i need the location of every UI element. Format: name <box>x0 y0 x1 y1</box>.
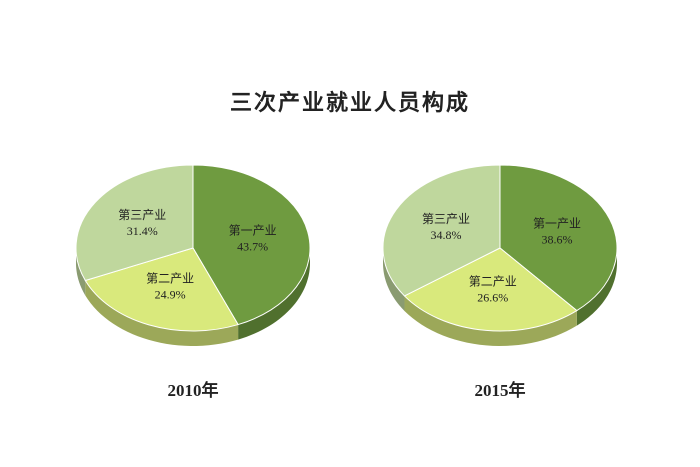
slice-category: 第一产业 <box>229 223 277 237</box>
slice <box>84 247 239 332</box>
slice-side <box>85 280 239 346</box>
slice-category: 第二产业 <box>146 272 194 286</box>
chart-title: 三次产业就业人员构成 <box>230 90 470 115</box>
slice-category: 第二产业 <box>469 275 517 289</box>
slice-value-label: 24.9% <box>155 288 186 302</box>
slice <box>75 164 194 282</box>
slice-side <box>576 248 617 326</box>
slice <box>403 247 578 332</box>
slice-side <box>404 295 577 346</box>
slice-value-label: 31.4% <box>127 224 158 238</box>
slice-value-label: 26.6% <box>477 291 508 305</box>
pie-title: 2015年 <box>475 380 526 400</box>
slice <box>499 164 618 312</box>
slice-value-label: 38.6% <box>541 233 572 247</box>
slice-side <box>383 248 405 311</box>
slice-category: 第三产业 <box>422 212 470 226</box>
slice-category: 第三产业 <box>118 208 166 222</box>
slice <box>382 164 501 297</box>
pie-title: 2010年 <box>168 380 219 400</box>
slice-value-label: 34.8% <box>430 228 461 242</box>
slice-side <box>238 248 310 340</box>
slice-value-label: 43.7% <box>237 239 268 253</box>
slice <box>192 164 311 326</box>
slice-category: 第一产业 <box>533 217 581 231</box>
